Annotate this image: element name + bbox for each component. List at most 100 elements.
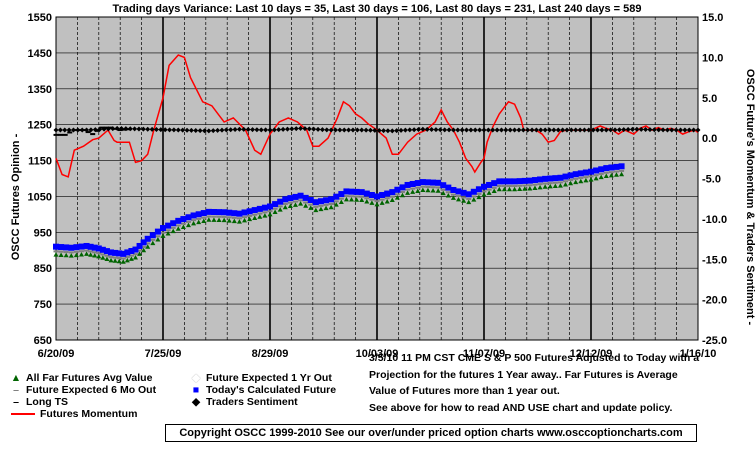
far-futures-point [236,219,242,224]
far-futures-point [435,188,441,193]
sentiment-point [219,127,225,133]
sentiment-point [494,127,500,133]
far-futures-point [318,206,324,212]
far-futures-point [124,257,130,263]
y-right-tick-label: -10.0 [702,214,727,226]
expected-6mo-point [517,184,523,187]
far-futures-point [128,256,134,261]
sentiment-point [210,128,216,134]
calculated-future-point [190,212,197,219]
sentiment-point [132,126,138,132]
far-futures-point [180,224,186,229]
calculated-future-point [338,191,345,198]
sentiment-point [350,127,356,133]
expected-6mo-point [603,171,609,174]
far-futures-point [450,195,456,200]
calculated-future-point [99,246,106,253]
expected-6mo-point [338,197,344,200]
expected-6mo-point [399,191,405,194]
calculated-future-point [241,209,248,216]
y-left-tick-label: 950 [34,227,52,239]
calculated-future-point [63,244,70,251]
far-futures-point [394,195,400,200]
far-futures-point [338,199,344,204]
sentiment-point [57,127,63,133]
sentiment-point [236,126,242,132]
far-futures-point [359,197,365,203]
legend-label: Long TS [26,396,68,408]
sentiment-point [429,126,435,132]
calculated-future-point [236,210,243,217]
sentiment-point [450,127,456,133]
sentiment-point [529,127,535,133]
calculated-future-point [58,244,65,251]
expected-6mo-point [405,188,411,191]
sentiment-point [66,127,72,133]
calculated-future-point [343,188,350,195]
sentiment-point [516,127,522,133]
far-futures-point [73,252,79,258]
calculated-future-point [603,165,610,172]
expected-6mo-point [461,196,467,199]
calculated-future-point [430,179,437,186]
far-futures-point [527,186,533,191]
sentiment-point [673,127,679,133]
far-futures-point [410,189,416,194]
sentiment-point [394,128,400,134]
far-futures-point [613,172,619,177]
sentiment-point [678,127,684,133]
far-futures-point [141,247,147,253]
expected-6mo-point [267,210,273,213]
calculated-future-point [491,180,498,187]
far-futures-point [578,178,584,184]
far-futures-point [496,186,502,192]
expected-6mo-point [116,257,122,260]
far-futures-point [563,181,569,187]
calculated-future-point [128,247,135,254]
sentiment-point [464,127,470,133]
sentiment-point [503,127,509,133]
calculated-future-point [526,177,533,184]
far-futures-point [165,231,171,236]
sentiment-point [437,127,443,133]
calculated-future-point [317,198,324,205]
sentiment-point [538,127,544,133]
far-futures-point [557,183,563,188]
far-futures-point [257,214,263,219]
series-layer [53,54,701,264]
sentiment-point [389,128,395,134]
expected-6mo-point [88,250,94,253]
sentiment-point [621,127,627,133]
sentiment-point [573,127,579,133]
calculated-future-point [608,164,615,171]
expected-6mo-point [185,220,191,223]
sentiment-point [581,127,587,133]
calculated-future-point [73,244,80,251]
x-tick-label: 12/12/09 [570,348,613,360]
calculated-future-point [547,175,554,182]
y-right-tick-label: -20.0 [702,295,727,307]
far-futures-point [369,200,375,205]
legend-symbol: ■ [192,384,200,396]
sentiment-point [542,127,548,133]
calculated-future-point [348,188,355,195]
expected-6mo-point [298,199,304,202]
far-futures-point [120,259,126,264]
far-futures-point [92,253,98,258]
long-ts-point [85,131,91,134]
far-futures-point [343,196,349,202]
expected-6mo-point [593,174,599,177]
sentiment-point [346,127,352,133]
calculated-future-point [577,170,584,177]
sentiment-point [669,127,675,133]
sentiment-point [140,126,146,132]
expected-6mo-point [568,179,574,182]
sentiment-point [324,127,330,133]
calculated-future-point [374,193,380,200]
sentiment-point [84,127,90,133]
sentiment-point [110,126,116,132]
calculated-future-point [154,228,161,235]
sentiment-point [485,127,491,133]
far-futures-point [522,186,528,191]
